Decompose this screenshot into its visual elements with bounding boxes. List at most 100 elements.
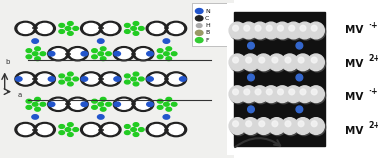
Circle shape [230, 119, 247, 136]
Circle shape [81, 72, 102, 86]
Circle shape [100, 122, 121, 137]
Text: MV: MV [345, 92, 363, 102]
Circle shape [243, 55, 260, 72]
Circle shape [59, 24, 65, 27]
Circle shape [136, 49, 151, 59]
Circle shape [251, 22, 268, 39]
Circle shape [133, 72, 139, 76]
Circle shape [70, 99, 85, 109]
Circle shape [59, 131, 65, 134]
Circle shape [34, 72, 55, 86]
Circle shape [100, 47, 106, 51]
Circle shape [166, 21, 187, 36]
Circle shape [308, 118, 324, 134]
Circle shape [309, 55, 325, 72]
Bar [234, 12, 325, 146]
Circle shape [114, 52, 121, 56]
Circle shape [124, 74, 130, 78]
Circle shape [26, 105, 32, 109]
Circle shape [133, 123, 139, 127]
Circle shape [26, 55, 32, 59]
Circle shape [275, 87, 292, 104]
Circle shape [277, 89, 284, 95]
Circle shape [248, 74, 254, 81]
Circle shape [100, 107, 106, 111]
Circle shape [73, 77, 79, 81]
Circle shape [68, 82, 73, 86]
Circle shape [166, 122, 187, 137]
Text: 2+: 2+ [368, 54, 378, 63]
Circle shape [32, 115, 39, 119]
Circle shape [164, 102, 169, 106]
Circle shape [81, 102, 88, 106]
Circle shape [133, 133, 139, 136]
Circle shape [59, 74, 65, 78]
Circle shape [253, 87, 270, 104]
Text: N: N [205, 9, 210, 14]
Circle shape [157, 49, 163, 53]
Circle shape [35, 107, 40, 111]
Circle shape [92, 99, 97, 103]
Circle shape [164, 52, 169, 56]
Circle shape [296, 86, 313, 103]
Circle shape [243, 119, 260, 136]
Circle shape [68, 31, 73, 35]
Circle shape [59, 125, 65, 128]
Circle shape [149, 125, 164, 135]
Circle shape [244, 89, 250, 95]
Circle shape [15, 77, 22, 81]
Circle shape [195, 38, 203, 43]
Circle shape [294, 54, 311, 71]
Circle shape [287, 23, 303, 40]
Circle shape [133, 97, 154, 111]
Circle shape [268, 118, 285, 134]
Text: ·+: ·+ [368, 87, 378, 96]
Circle shape [116, 99, 131, 109]
Circle shape [138, 128, 144, 131]
Circle shape [133, 47, 154, 61]
Circle shape [166, 57, 172, 61]
Circle shape [285, 86, 302, 103]
Circle shape [232, 57, 239, 63]
Circle shape [266, 25, 272, 31]
Circle shape [124, 131, 130, 134]
Circle shape [98, 52, 104, 56]
Circle shape [282, 54, 298, 71]
Text: b: b [6, 59, 10, 65]
Circle shape [242, 54, 259, 71]
Circle shape [195, 30, 203, 35]
Circle shape [277, 25, 284, 31]
Circle shape [253, 23, 270, 40]
Circle shape [242, 23, 258, 40]
Circle shape [131, 77, 136, 81]
Circle shape [103, 23, 118, 33]
Circle shape [242, 118, 259, 134]
Circle shape [26, 99, 32, 103]
Circle shape [270, 119, 286, 136]
Circle shape [15, 122, 36, 137]
Circle shape [157, 99, 163, 103]
Circle shape [70, 49, 85, 59]
Circle shape [33, 102, 38, 106]
Circle shape [40, 102, 46, 106]
Circle shape [15, 72, 36, 86]
Circle shape [251, 86, 268, 103]
Circle shape [229, 118, 246, 134]
Circle shape [163, 115, 170, 119]
Circle shape [255, 54, 272, 71]
Circle shape [68, 22, 73, 25]
Circle shape [73, 128, 79, 131]
Circle shape [275, 23, 292, 40]
Circle shape [124, 30, 130, 33]
Circle shape [255, 25, 261, 31]
Circle shape [35, 97, 40, 101]
Text: MV: MV [345, 25, 363, 35]
Circle shape [48, 52, 55, 56]
Circle shape [15, 21, 36, 36]
Circle shape [274, 22, 291, 39]
FancyBboxPatch shape [224, 0, 378, 158]
Circle shape [296, 22, 313, 39]
Circle shape [248, 42, 254, 49]
Circle shape [48, 97, 69, 111]
Circle shape [294, 118, 311, 134]
